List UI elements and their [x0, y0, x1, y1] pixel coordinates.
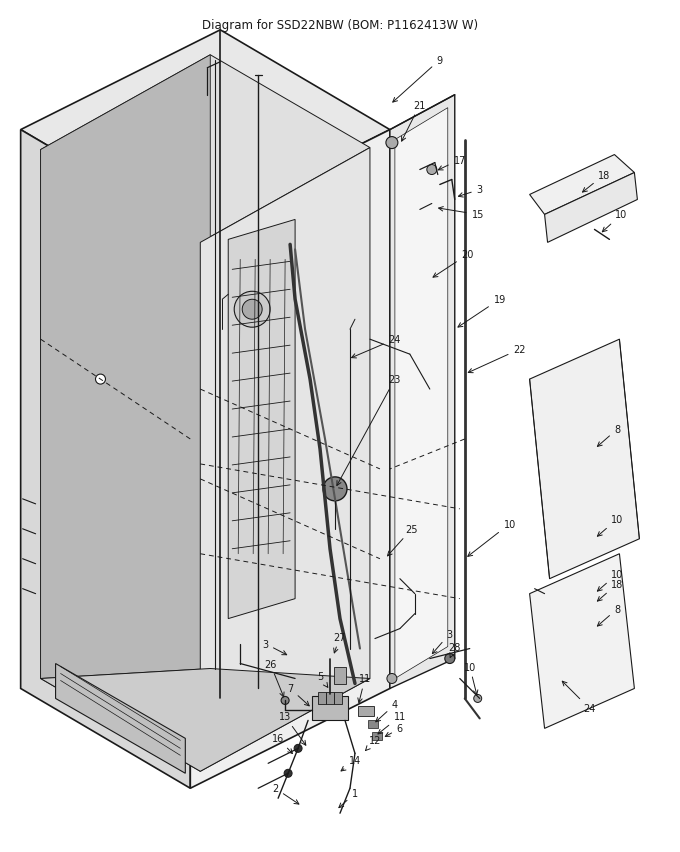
Polygon shape: [41, 55, 370, 243]
Polygon shape: [545, 173, 637, 243]
Polygon shape: [41, 55, 210, 679]
Text: 28: 28: [449, 642, 461, 658]
Text: 1: 1: [339, 788, 358, 808]
Text: 16: 16: [272, 734, 292, 754]
Polygon shape: [530, 340, 639, 579]
Text: 8: 8: [598, 424, 620, 447]
Circle shape: [386, 137, 398, 149]
Text: 26: 26: [264, 659, 284, 697]
Text: 9: 9: [393, 55, 443, 103]
Bar: [358, 706, 374, 717]
Polygon shape: [201, 148, 370, 771]
Circle shape: [284, 769, 292, 777]
Text: 10: 10: [598, 515, 624, 537]
Circle shape: [445, 653, 455, 664]
Bar: [318, 693, 326, 705]
Circle shape: [95, 375, 105, 384]
Circle shape: [242, 300, 262, 320]
Text: 11: 11: [358, 674, 371, 703]
Text: 22: 22: [469, 345, 526, 373]
Polygon shape: [20, 31, 390, 230]
Polygon shape: [41, 669, 370, 771]
Text: 17: 17: [439, 155, 466, 170]
Text: 3: 3: [262, 639, 287, 655]
Circle shape: [234, 292, 270, 328]
Text: 18: 18: [583, 170, 611, 193]
Polygon shape: [56, 664, 186, 774]
Bar: [368, 721, 378, 728]
Text: 24: 24: [562, 682, 596, 714]
Text: 4: 4: [376, 699, 398, 722]
Text: 23: 23: [337, 375, 401, 486]
Text: 10: 10: [464, 662, 478, 695]
Text: 2: 2: [272, 783, 299, 804]
Bar: [326, 693, 334, 705]
Text: 10: 10: [468, 519, 515, 556]
Circle shape: [281, 697, 289, 705]
Text: 18: 18: [598, 579, 624, 602]
Polygon shape: [20, 130, 190, 788]
Polygon shape: [190, 130, 390, 788]
Text: 25: 25: [388, 524, 418, 556]
Text: 7: 7: [287, 683, 309, 706]
Polygon shape: [395, 108, 447, 679]
Text: 20: 20: [433, 250, 474, 278]
Bar: [312, 697, 348, 721]
Polygon shape: [390, 95, 455, 688]
Text: 24: 24: [352, 335, 401, 359]
Bar: [334, 667, 346, 685]
Text: 6: 6: [386, 723, 403, 737]
Circle shape: [427, 165, 437, 176]
Text: 27: 27: [334, 632, 346, 653]
Polygon shape: [228, 220, 295, 619]
Text: Diagram for SSD22NBW (BOM: P1162413W W): Diagram for SSD22NBW (BOM: P1162413W W): [202, 19, 478, 32]
Text: 12: 12: [366, 735, 381, 751]
Bar: [372, 733, 382, 740]
Text: 15: 15: [439, 207, 484, 220]
Circle shape: [323, 477, 347, 501]
Polygon shape: [41, 151, 201, 771]
Circle shape: [294, 745, 302, 752]
Text: 14: 14: [341, 756, 361, 771]
Text: 10: 10: [602, 210, 628, 233]
Polygon shape: [530, 554, 634, 728]
Text: 5: 5: [317, 671, 328, 688]
Text: 8: 8: [598, 604, 620, 626]
Circle shape: [387, 674, 397, 683]
Text: 13: 13: [279, 711, 306, 746]
Bar: [334, 693, 342, 705]
Text: 3: 3: [458, 185, 483, 198]
Text: 11: 11: [378, 711, 406, 734]
Circle shape: [474, 694, 481, 703]
Text: 3: 3: [432, 629, 453, 653]
Polygon shape: [530, 155, 634, 216]
Text: 21: 21: [402, 101, 426, 142]
Text: 10: 10: [598, 569, 624, 591]
Text: 19: 19: [458, 295, 506, 328]
